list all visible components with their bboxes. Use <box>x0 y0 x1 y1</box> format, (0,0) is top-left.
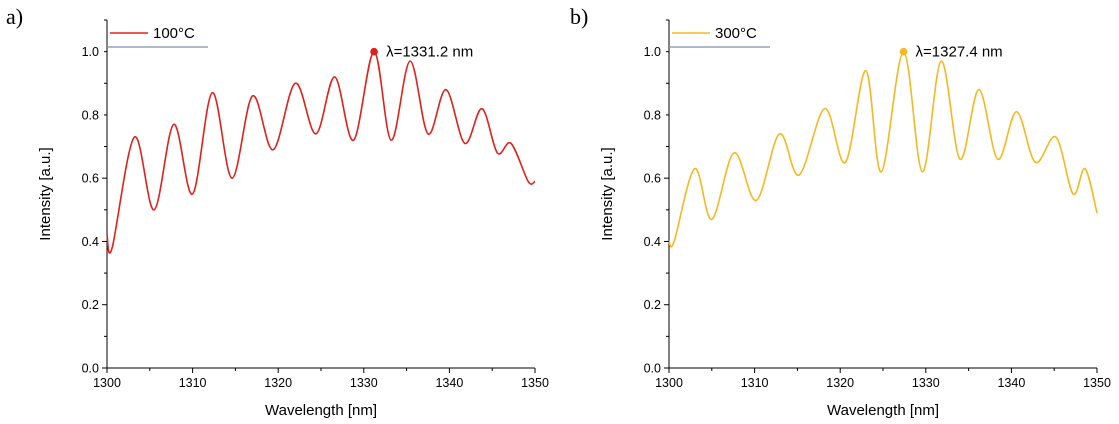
peak-annotation: λ=1331.2 nm <box>386 44 473 61</box>
legend: 300°C <box>669 25 770 48</box>
x-tick-label: 1350 <box>1083 376 1111 390</box>
x-tick-label: 1340 <box>435 376 463 390</box>
y-tick-label: 0.4 <box>644 235 661 249</box>
legend-label: 100°C <box>153 25 195 42</box>
y-tick-label: 1.0 <box>82 45 99 59</box>
peak-annotation: λ=1327.4 nm <box>916 44 1003 61</box>
chart-panel-a: a) 0.0 0.2 0.4 0.6 0.8 1.0 1300 1310 1320 1330 1340… <box>6 4 549 419</box>
chart-panel-b: b) 0.0 0.2 0.4 0.6 0.8 1.0 1300 1310 1320 1330 1340… <box>570 4 1111 419</box>
x-tick-label: 1300 <box>93 376 121 390</box>
y-tick-label: 0.0 <box>82 362 99 376</box>
x-tick-label: 1310 <box>741 376 769 390</box>
y-axis-title: Intensity [a.u.] <box>37 147 54 240</box>
panel-label: a) <box>6 4 23 29</box>
series-line <box>668 50 1098 248</box>
series-line <box>106 50 536 254</box>
x-axis-title: Wavelength [nm] <box>827 402 939 419</box>
panel-label: b) <box>570 4 588 29</box>
peak-marker <box>370 47 378 56</box>
x-tick-label: 1310 <box>179 376 207 390</box>
peak-marker <box>899 47 908 56</box>
x-tick-label: 1330 <box>912 376 940 390</box>
y-tick-label: 0.6 <box>82 172 99 186</box>
y-tick-label: 0.0 <box>644 362 661 376</box>
y-tick-label: 1.0 <box>644 45 661 59</box>
y-tick-label: 0.8 <box>82 108 99 122</box>
legend: 100°C <box>107 25 208 48</box>
y-tick-label: 0.6 <box>644 172 661 186</box>
legend-label: 300°C <box>715 25 757 42</box>
x-tick-label: 1320 <box>264 376 292 390</box>
y-tick-label: 0.4 <box>82 235 99 249</box>
x-axis-title: Wavelength [nm] <box>265 402 377 419</box>
x-tick-label: 1300 <box>655 376 683 390</box>
y-tick-label: 0.2 <box>82 298 99 312</box>
x-tick-label: 1350 <box>521 376 549 390</box>
x-tick-label: 1340 <box>997 376 1025 390</box>
x-tick-label: 1330 <box>350 376 378 390</box>
x-tick-label: 1320 <box>826 376 854 390</box>
y-axis-title: Intensity [a.u.] <box>599 147 616 240</box>
y-tick-label: 0.2 <box>644 298 661 312</box>
y-tick-label: 0.8 <box>644 108 661 122</box>
